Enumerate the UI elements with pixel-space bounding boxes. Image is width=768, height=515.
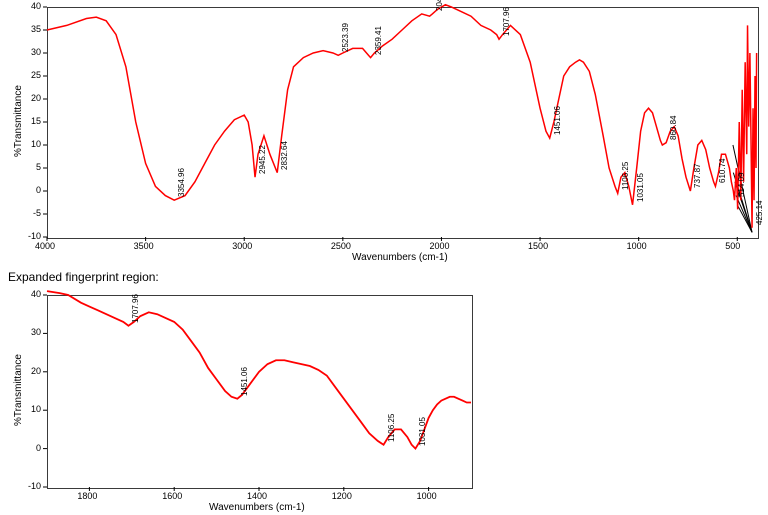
- x-tick-label: 1500: [528, 241, 548, 251]
- peak-label: 610.74: [718, 159, 727, 183]
- y-tick-label: 25: [31, 70, 41, 80]
- peak-label: 737.87: [693, 164, 702, 188]
- y-tick-label: 10: [31, 139, 41, 149]
- peak-label: 2832.64: [280, 141, 289, 170]
- fingerprint-region-chart: [47, 295, 473, 489]
- chart2-x-axis-label: Wavenumbers (cm-1): [209, 502, 305, 513]
- main-spectrum-chart: [47, 7, 759, 239]
- peak-label: 2945.22: [258, 145, 267, 174]
- x-tick-label: 1400: [247, 491, 267, 501]
- x-tick-label: 1800: [77, 491, 97, 501]
- x-tick-label: 500: [725, 241, 740, 251]
- peak-label: 1031.05: [636, 173, 645, 202]
- y-tick-label: 15: [31, 116, 41, 126]
- peak-label: 3354.96: [177, 168, 186, 197]
- peak-label: 1451.06: [553, 106, 562, 135]
- x-tick-label: 3500: [134, 241, 154, 251]
- peak-label: 1106.25: [387, 413, 396, 441]
- peak-label: 1707.96: [502, 7, 511, 36]
- peak-label: 425.14: [755, 200, 764, 224]
- x-tick-label: 1000: [627, 241, 647, 251]
- x-tick-label: 2000: [429, 241, 449, 251]
- peak-label: 860.84: [669, 115, 678, 139]
- peak-label: 2359.41: [374, 26, 383, 55]
- y-tick-label: -10: [28, 481, 41, 491]
- x-tick-label: 4000: [35, 241, 55, 251]
- chart2-y-axis-label: %Transmittance: [13, 354, 24, 426]
- peak-label: 1106.25: [621, 162, 630, 190]
- y-tick-label: -5: [33, 208, 41, 218]
- x-tick-label: 2500: [331, 241, 351, 251]
- peak-label: 2046.16: [435, 0, 444, 11]
- y-tick-label: 0: [36, 185, 41, 195]
- peak-label: 1031.05: [418, 417, 427, 446]
- peak-label: 1451.06: [240, 367, 249, 396]
- y-tick-label: 35: [31, 24, 41, 34]
- y-tick-label: 30: [31, 47, 41, 57]
- y-tick-label: 20: [31, 366, 41, 376]
- y-tick-label: 5: [36, 162, 41, 172]
- x-tick-label: 1200: [332, 491, 352, 501]
- chart1-x-axis-label: Wavenumbers (cm-1): [352, 252, 448, 263]
- y-tick-label: 0: [36, 443, 41, 453]
- chart1-y-axis-label: %Transmittance: [13, 85, 24, 157]
- x-tick-label: 1600: [162, 491, 182, 501]
- x-tick-label: 1000: [417, 491, 437, 501]
- x-tick-label: 3000: [232, 241, 252, 251]
- y-tick-label: 30: [31, 327, 41, 337]
- peak-label: 514.09: [737, 173, 746, 197]
- y-tick-label: 40: [31, 289, 41, 299]
- page: { "chart1": { "type": "line", "box": { "…: [0, 0, 768, 515]
- y-tick-label: 20: [31, 93, 41, 103]
- y-tick-label: -10: [28, 231, 41, 241]
- peak-label: 2523.39: [341, 23, 350, 52]
- y-tick-label: 40: [31, 1, 41, 11]
- expanded-region-caption: Expanded fingerprint region:: [8, 270, 159, 284]
- y-tick-label: 10: [31, 404, 41, 414]
- peak-label: 1707.96: [131, 294, 140, 323]
